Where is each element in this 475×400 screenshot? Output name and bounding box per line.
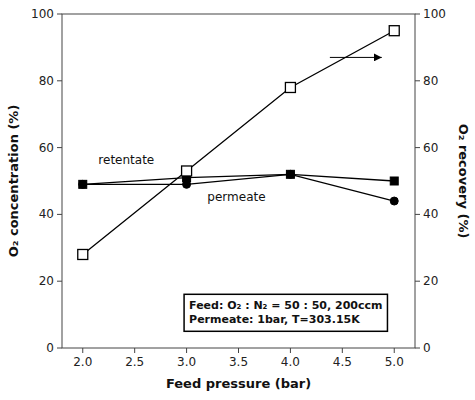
y-tick — [57, 14, 62, 15]
y-tick — [57, 80, 62, 81]
y-tick-label: 40 — [39, 207, 54, 221]
plot-frame — [62, 14, 415, 348]
point — [79, 180, 87, 188]
y2-tick — [415, 147, 420, 148]
y2-tick — [415, 214, 420, 215]
x-axis: 2.0 2.5 3.0 3.5 4.0 4.5 5.0 — [73, 348, 404, 369]
x-tick — [394, 348, 395, 353]
point — [286, 170, 294, 178]
y-axis-label: O₂ concentration (%) — [6, 105, 21, 258]
x-tick-label: 4.5 — [333, 355, 352, 369]
x-tick-label: 5.0 — [385, 355, 404, 369]
y-tick — [57, 214, 62, 215]
point — [78, 249, 88, 259]
y2-tick-label: 40 — [423, 207, 438, 221]
x-tick-label: 2.0 — [73, 355, 92, 369]
point — [285, 82, 295, 92]
text-box-text: Feed: O₂ : N₂ = 50 : 50, 200ccmPermeate:… — [189, 299, 382, 326]
series-line — [83, 31, 394, 255]
y2-axis: 0 20 40 60 80 100 — [415, 7, 446, 355]
x-tick-label: 4.0 — [281, 355, 300, 369]
x-tick — [82, 348, 83, 353]
x-tick — [238, 348, 239, 353]
point — [79, 180, 87, 188]
y2-tick-label: 60 — [423, 141, 438, 155]
point — [182, 166, 192, 176]
y-tick — [57, 147, 62, 148]
point — [389, 26, 399, 36]
point — [390, 177, 398, 185]
y2-tick-label: 0 — [423, 341, 431, 355]
y-tick-label: 20 — [39, 274, 54, 288]
y-tick-label: 80 — [39, 74, 54, 88]
x-tick — [342, 348, 343, 353]
x-tick — [134, 348, 135, 353]
annotation: retentate — [98, 153, 154, 167]
y2-tick — [415, 14, 420, 15]
y2-tick-label: 20 — [423, 274, 438, 288]
text-box-frame — [184, 294, 387, 331]
point — [286, 170, 294, 178]
point — [183, 180, 191, 188]
x-axis-label: Feed pressure (bar) — [166, 376, 311, 391]
y2-tick — [415, 348, 420, 349]
y2-tick — [415, 80, 420, 81]
y-tick-label: 60 — [39, 141, 54, 155]
x-tick-label: 2.5 — [125, 355, 144, 369]
y2-tick — [415, 281, 420, 282]
text-box: Feed: O₂ : N₂ = 50 : 50, 200ccmPermeate:… — [184, 294, 387, 331]
x-tick-label: 3.5 — [229, 355, 248, 369]
y2-tick-label: 100 — [423, 7, 446, 21]
arrow — [330, 57, 382, 58]
chart: 2.0 2.5 3.0 3.5 4.0 4.5 5.0 0 20 40 60 80 100 0 20 40 60… — [0, 0, 475, 400]
y-tick-label: 100 — [31, 7, 54, 21]
x-tick — [186, 348, 187, 353]
plot-area — [78, 26, 399, 260]
text-box-line: Permeate: 1bar, T=303.15K — [189, 313, 360, 326]
x-tick-label: 3.0 — [177, 355, 196, 369]
y2-tick-label: 80 — [423, 74, 438, 88]
y2-axis-label: O₂ recovery (%) — [456, 124, 471, 239]
x-tick — [290, 348, 291, 353]
annotation: permeate — [207, 190, 265, 204]
annotations: retentate permeate Feed: O₂ : N₂ = 50 : 50… — [98, 57, 387, 331]
y-tick-label: 0 — [46, 341, 54, 355]
y-tick — [57, 348, 62, 349]
text-box-line: Feed: O₂ : N₂ = 50 : 50, 200ccm — [189, 299, 382, 312]
point — [390, 197, 398, 205]
y-axis: 0 20 40 60 80 100 — [31, 7, 62, 355]
y-tick — [57, 281, 62, 282]
